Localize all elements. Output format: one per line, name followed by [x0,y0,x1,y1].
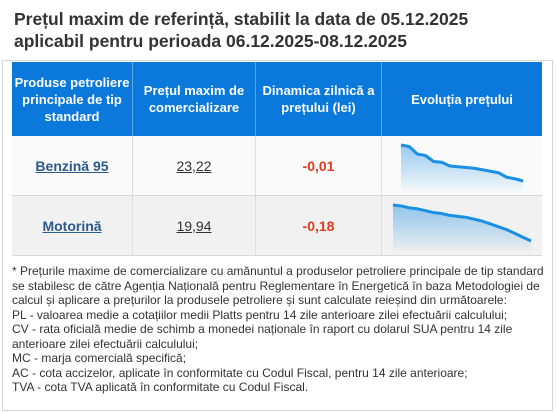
price-value[interactable]: 19,94 [176,217,212,234]
product-link-benzina[interactable]: Benzină 95 [35,157,109,174]
header-daily-change: Dinamica zilnică a prețului (lei) [256,62,382,136]
table-row: Benzină 95 23,22 -0,01 [12,136,542,196]
change-cell: -0,18 [256,196,382,255]
table-header: Produse petroliere principale de tip sta… [12,62,542,136]
price-cell: 23,22 [133,136,256,195]
price-cell: 19,94 [133,196,256,255]
footnote: PL - valoarea medie a cotațiilor medii P… [12,307,508,322]
page-title: Prețul maxim de referință, stabilit la d… [14,8,544,52]
sparkline-area [393,204,531,251]
footnote: CV - rata oficială medie de schimb a mon… [12,322,513,351]
product-link-motorina[interactable]: Motorină [42,217,102,234]
price-sparkline [400,143,524,191]
footnote: MC - marja comercială specifică; [12,351,187,365]
footnote: AC - cota accizelor, aplicate în conform… [12,365,468,380]
table-row: Motorină 19,94 -0,18 [12,196,542,256]
header-products: Produse petroliere principale de tip sta… [12,62,133,136]
product-cell: Benzină 95 [12,136,133,195]
daily-change-value: -0,18 [302,217,335,234]
change-cell: -0,01 [256,136,382,195]
table-frame [2,60,553,411]
daily-change-value: -0,01 [302,157,335,174]
footnotes: * Prețurile maxime de comercializare cu … [12,264,546,395]
footnote: TVA - cota TVA aplicată în conformitate … [12,380,309,394]
sparkline-cell [382,196,542,255]
title-line-1: Prețul maxim de referință, stabilit la d… [14,9,469,29]
sparkline-line [400,143,524,182]
product-cell: Motorină [12,196,133,255]
sparkline-cell [382,136,542,195]
title-line-2: aplicabil pentru perioada 06.12.2025-08.… [14,31,407,51]
price-sparkline [392,203,532,251]
footnote: * Prețurile maxime de comercializare cu … [12,264,544,307]
price-value[interactable]: 23,22 [176,157,212,174]
header-max-price: Prețul maxim de comercializare [133,62,256,136]
sparkline-line [392,203,532,242]
header-price-evolution: Evoluția prețului [411,91,513,107]
